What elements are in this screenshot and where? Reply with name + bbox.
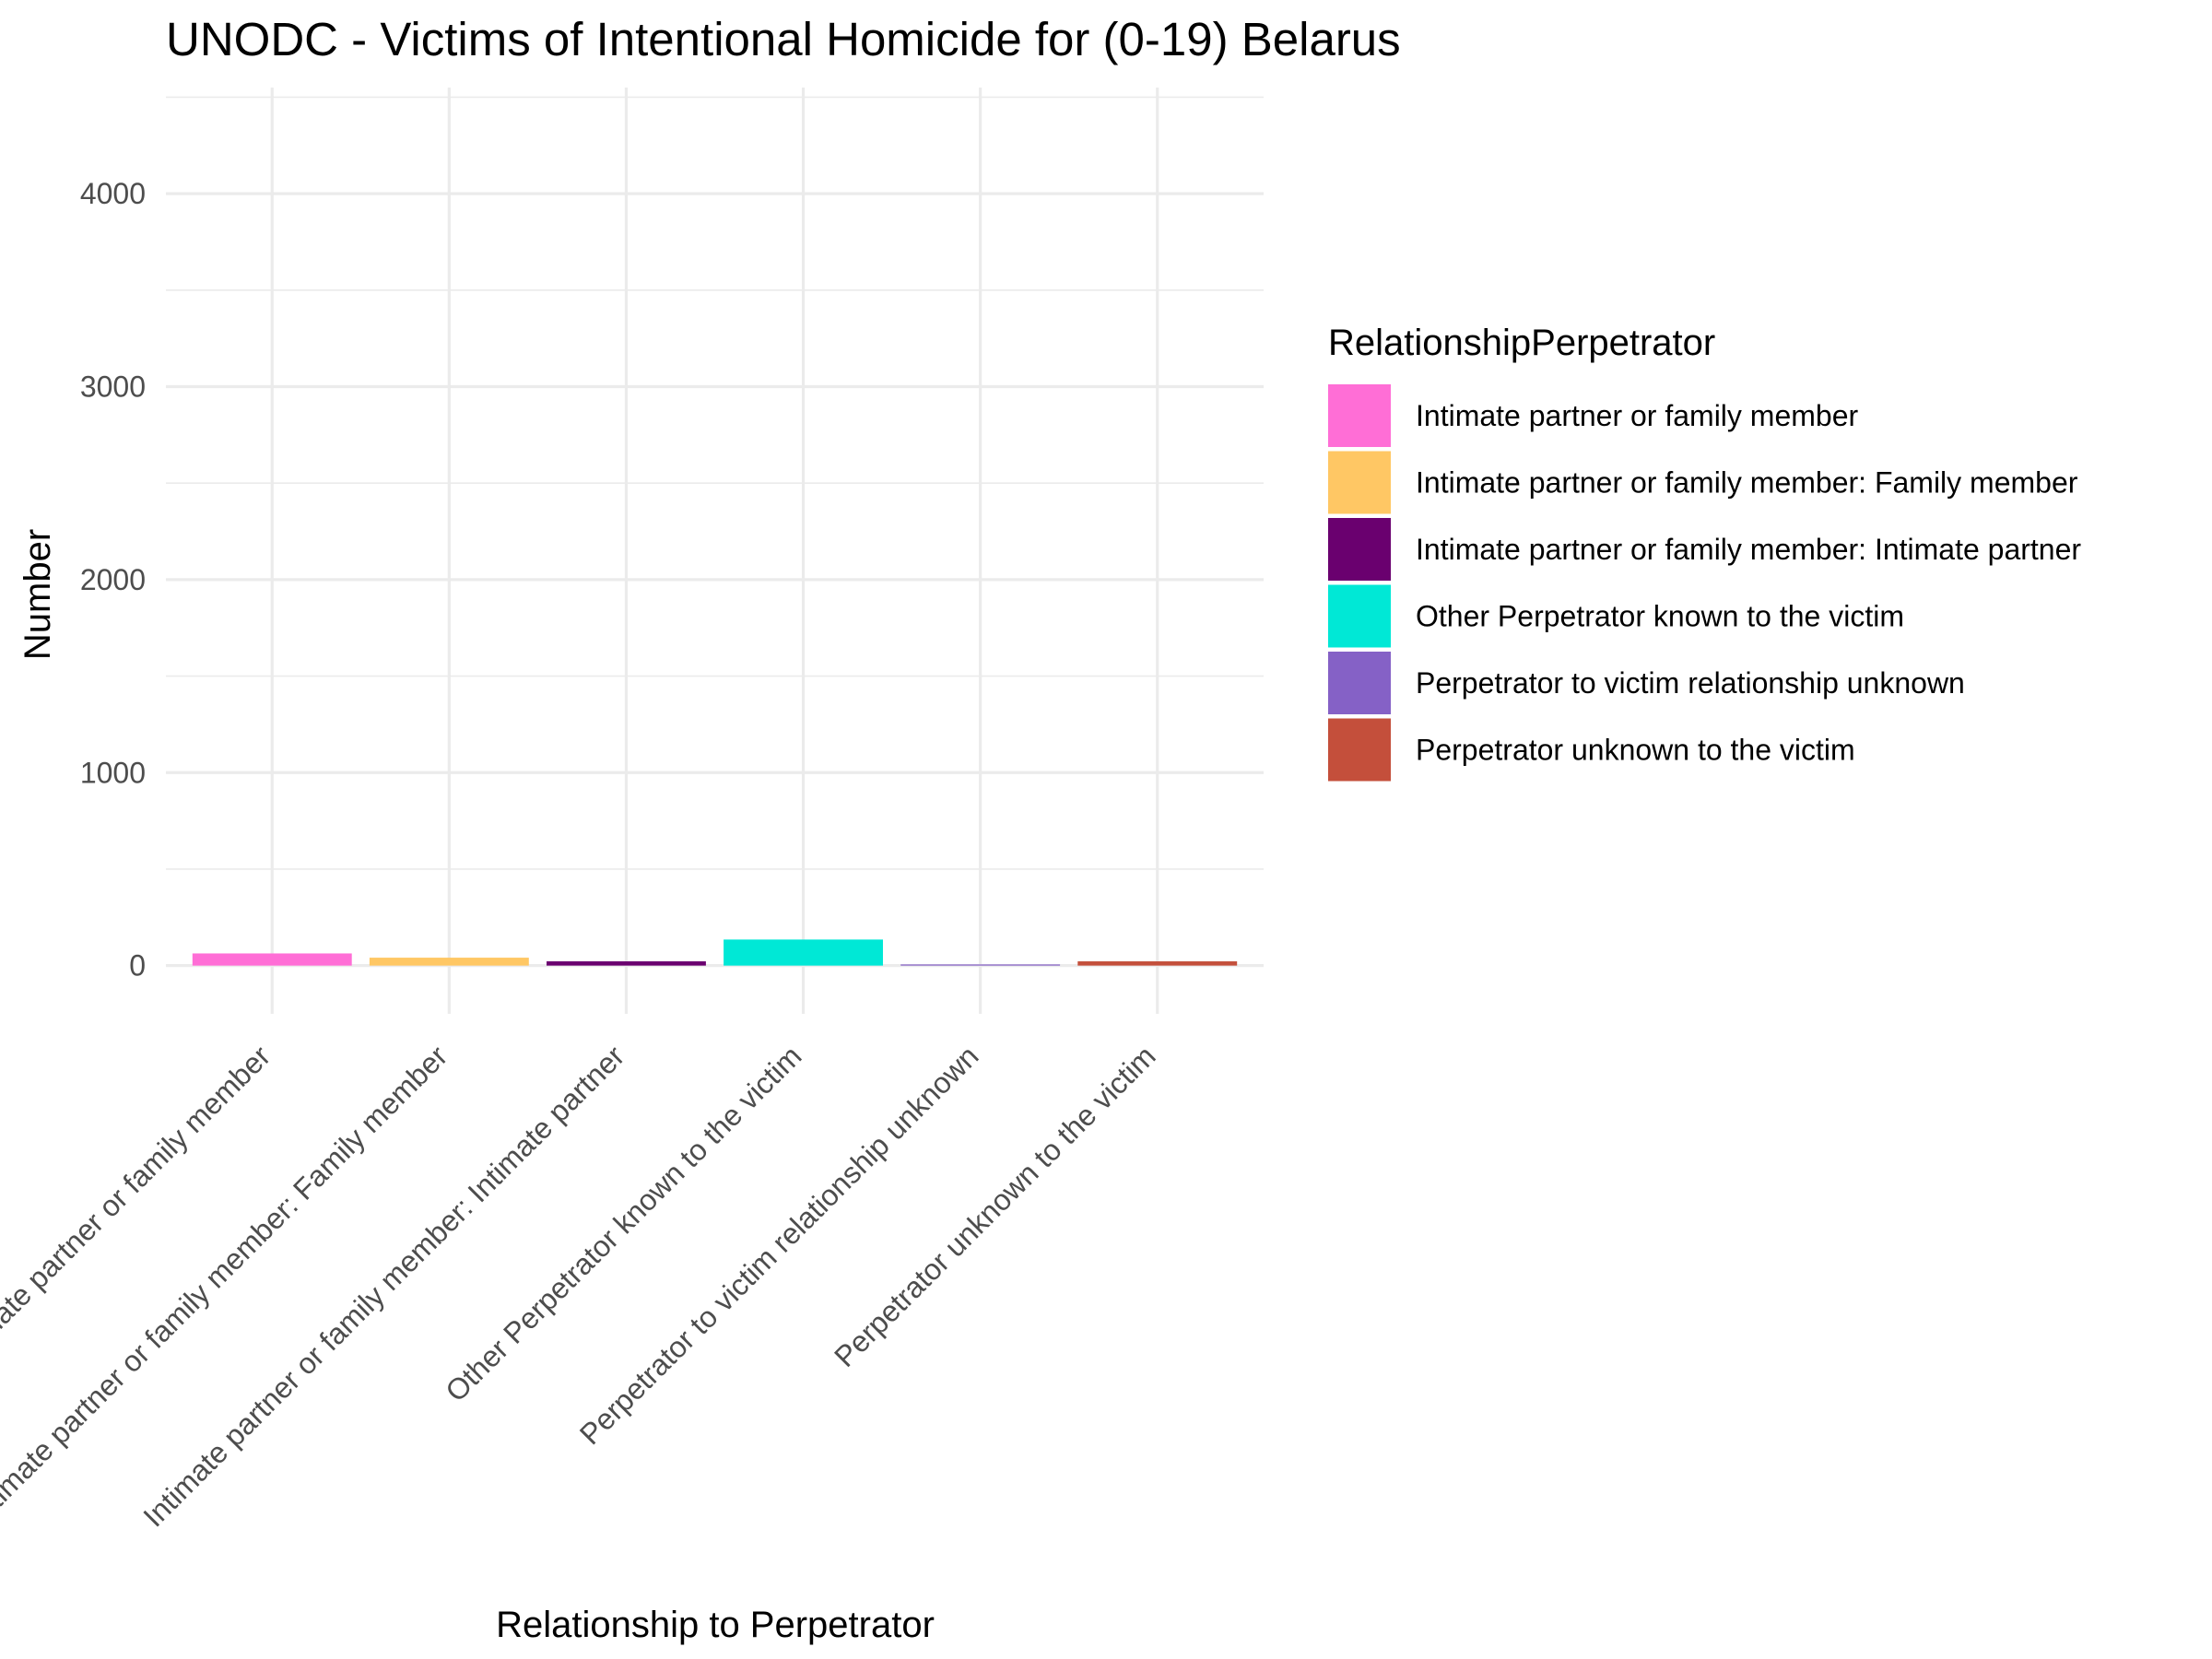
legend-label: Intimate partner or family member: Famil… <box>1416 466 2078 500</box>
legend-title: RelationshipPerpetrator <box>1328 323 1715 363</box>
chart-title: UNODC - Victims of Intentional Homicide … <box>166 13 1401 65</box>
x-tick-label: Other Perpetrator known to the victim <box>439 1039 807 1407</box>
legend-items: Intimate partner or family member Intimat… <box>1328 384 2081 782</box>
bar <box>724 939 883 966</box>
x-axis-ticks: Intimate partner or family memberIntimat… <box>0 1039 1162 1533</box>
legend-label: Perpetrator unknown to the victim <box>1416 734 1855 767</box>
legend-swatch <box>1328 584 1391 648</box>
legend-swatch <box>1328 652 1391 714</box>
y-axis-title: Number <box>18 529 58 660</box>
legend-label: Intimate partner or family member <box>1416 399 1859 432</box>
legend: RelationshipPerpetrator Intimate partner… <box>1328 323 2081 782</box>
bar <box>369 958 529 966</box>
y-tick-label: 1000 <box>80 756 146 789</box>
legend-swatch <box>1328 718 1391 782</box>
bar <box>192 953 352 966</box>
bar <box>547 961 706 966</box>
y-tick-label: 0 <box>129 949 146 982</box>
y-axis-ticks: 0 1000 2000 3000 4000 <box>80 177 146 982</box>
legend-label: Other Perpetrator known to the victim <box>1416 600 1904 633</box>
x-axis-title: Relationship to Perpetrator <box>496 1605 935 1645</box>
x-tick-label: Perpetrator unknown to the victim <box>828 1039 1162 1373</box>
y-tick-label: 3000 <box>80 371 146 404</box>
legend-swatch <box>1328 451 1391 514</box>
legend-swatch <box>1328 384 1391 447</box>
legend-label: Intimate partner or family member: Intim… <box>1416 533 2081 566</box>
bar <box>900 964 1061 966</box>
legend-swatch <box>1328 518 1391 581</box>
bar <box>1077 961 1238 966</box>
legend-label: Perpetrator to victim relationship unkno… <box>1416 666 1965 700</box>
x-tick-label: Intimate partner or family member <box>0 1039 276 1375</box>
y-tick-label: 2000 <box>80 563 146 596</box>
plot-grid <box>166 88 1264 1014</box>
x-tick-label: Perpetrator to victim relationship unkno… <box>573 1039 985 1451</box>
bars <box>192 939 1238 966</box>
y-tick-label: 4000 <box>80 177 146 210</box>
